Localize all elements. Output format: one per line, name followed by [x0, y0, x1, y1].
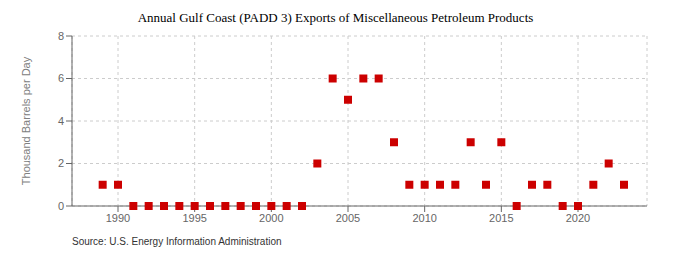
- svg-text:4: 4: [58, 115, 64, 127]
- html-text:Annual Gulf Coast (PADD 3) Exp: Annual Gulf Coast (PADD 3) Exports of Mi…: [137, 10, 534, 25]
- svg-text:1990: 1990: [106, 212, 130, 224]
- svg-text:2: 2: [58, 157, 64, 169]
- svg-text:2000: 2000: [259, 212, 283, 224]
- svg-text:2015: 2015: [489, 212, 513, 224]
- html-text:Source: U.S. Energy Informatio: Source: U.S. Energy Information Administ…: [72, 236, 282, 247]
- svg-text:8: 8: [58, 30, 64, 42]
- svg-text:2010: 2010: [412, 212, 436, 224]
- svg-text:2020: 2020: [566, 212, 590, 224]
- svg-text:6: 6: [58, 72, 64, 84]
- svg-text:2005: 2005: [336, 212, 360, 224]
- svg-text:0: 0: [58, 200, 64, 212]
- svg-text:1995: 1995: [182, 212, 206, 224]
- svg-text:Thousand Barrels per Day: Thousand Barrels per Day: [20, 56, 32, 185]
